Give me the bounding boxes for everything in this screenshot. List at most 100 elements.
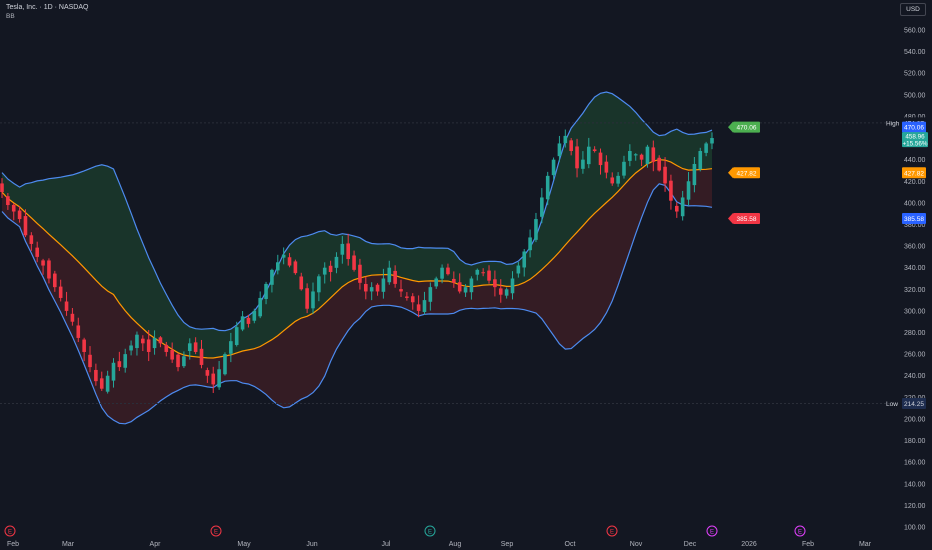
bb-basis-axis-tag-bg [902, 167, 926, 179]
candle-body [234, 327, 239, 345]
candle-body [551, 159, 556, 176]
candle-body [123, 354, 128, 368]
candle-body [182, 356, 186, 367]
candle-body [381, 278, 386, 292]
event-marker [794, 525, 806, 537]
x-axis: Feb Mar Apr May Jun Jul Aug Sep Oct Nov Dec 2026 Feb… [7, 541, 872, 548]
candle-body [328, 265, 333, 273]
event-label: E [214, 530, 218, 536]
bb-upper-callout: 470.06 [737, 125, 757, 132]
candle-body [352, 255, 356, 270]
candle-body [475, 269, 480, 275]
candle-body [334, 256, 339, 268]
candle-body [434, 278, 439, 287]
candle-body [575, 146, 579, 169]
candle-body [275, 262, 280, 271]
x-tick-label: Feb [802, 541, 814, 548]
high-label: High [886, 120, 900, 127]
candle-body [270, 269, 274, 285]
bb-lower-axis-tag: 385.58 [904, 216, 924, 223]
x-tick-label: Jul [382, 541, 391, 548]
candle-body [199, 348, 204, 365]
candle-body [358, 264, 362, 283]
y-tick-label: 440.00 [904, 157, 926, 164]
x-tick-label: Oct [565, 541, 576, 548]
candle-body [569, 140, 573, 152]
candle-body [452, 278, 456, 283]
candle-body [217, 369, 221, 388]
candle-body [528, 237, 532, 251]
bb-upper-axis-tag: 470.06 [904, 125, 924, 132]
candle-body [692, 163, 697, 186]
candle-body [99, 378, 104, 389]
currency-button[interactable]: USD [900, 3, 926, 16]
candle-body [669, 180, 673, 201]
candle-body [64, 301, 69, 311]
candle-body [698, 151, 703, 170]
last-price-bg [902, 132, 928, 148]
bb-lower-callout-bg [733, 212, 760, 224]
event-label: E [798, 530, 802, 536]
candle-body [586, 146, 591, 165]
indicator-label[interactable]: BB [6, 13, 15, 20]
candle-body [405, 296, 409, 298]
y-tick-label: 200.00 [904, 416, 926, 423]
bollinger-bands [1, 91, 713, 425]
candle-body [82, 339, 86, 352]
candle-body [287, 257, 292, 266]
high-low-lines [0, 122, 896, 405]
candle-body [446, 267, 450, 275]
low-value: 214.25 [904, 401, 924, 408]
event-label: E [428, 530, 432, 536]
candle-body [428, 287, 433, 302]
candle-body [674, 205, 679, 212]
y-axis: 560.00540.00520.00500.00480.00460.00440.… [904, 28, 926, 532]
candle-body [129, 345, 133, 351]
y-tick-label: 560.00 [904, 28, 926, 35]
candle-body [340, 243, 345, 255]
x-tick-label: Sep [501, 541, 514, 548]
chart-title: Tesla, Inc. · 1D · NASDAQ [6, 4, 89, 11]
y-tick-label: 300.00 [904, 308, 926, 315]
y-tick-label: 400.00 [904, 200, 926, 207]
x-tick-label: Mar [62, 541, 75, 548]
candle-body [581, 159, 585, 169]
bb-upper-axis-tag-bg [902, 121, 926, 133]
x-tick-label: May [237, 541, 251, 548]
candle-body [205, 370, 210, 376]
candle-body [680, 197, 685, 217]
candle-body [440, 267, 444, 279]
y-tick-label: 340.00 [904, 265, 926, 272]
candle-body [393, 270, 397, 284]
x-tick-label: Mar [859, 541, 872, 548]
low-label: Low [886, 401, 898, 408]
candle-body [94, 369, 98, 382]
candle-body [252, 310, 257, 321]
event-marker [210, 525, 222, 537]
y-tick-label: 240.00 [904, 373, 926, 380]
y-tick-label: 180.00 [904, 438, 926, 445]
candle-body [246, 317, 251, 324]
candle-body [211, 373, 216, 385]
bb-basis-axis-tag: 427.82 [904, 170, 924, 177]
candle-body [70, 313, 75, 322]
event-label: E [610, 530, 614, 536]
candle-body [516, 265, 521, 274]
candle-body [592, 149, 597, 152]
candle-body [164, 344, 169, 352]
candle-body [29, 235, 34, 244]
candle-body [299, 276, 304, 290]
candle-body [258, 297, 262, 317]
candle-body [23, 216, 28, 236]
y-tick-label: 100.00 [904, 525, 926, 532]
event-label: E [710, 530, 714, 536]
last-price-change: +15.56% [902, 141, 927, 148]
candle-body [663, 166, 667, 184]
bb-lower-line [1, 183, 713, 425]
candle-body [187, 343, 192, 351]
event-label: E [8, 530, 12, 536]
candle-body [229, 341, 233, 354]
candle-body [704, 143, 708, 153]
